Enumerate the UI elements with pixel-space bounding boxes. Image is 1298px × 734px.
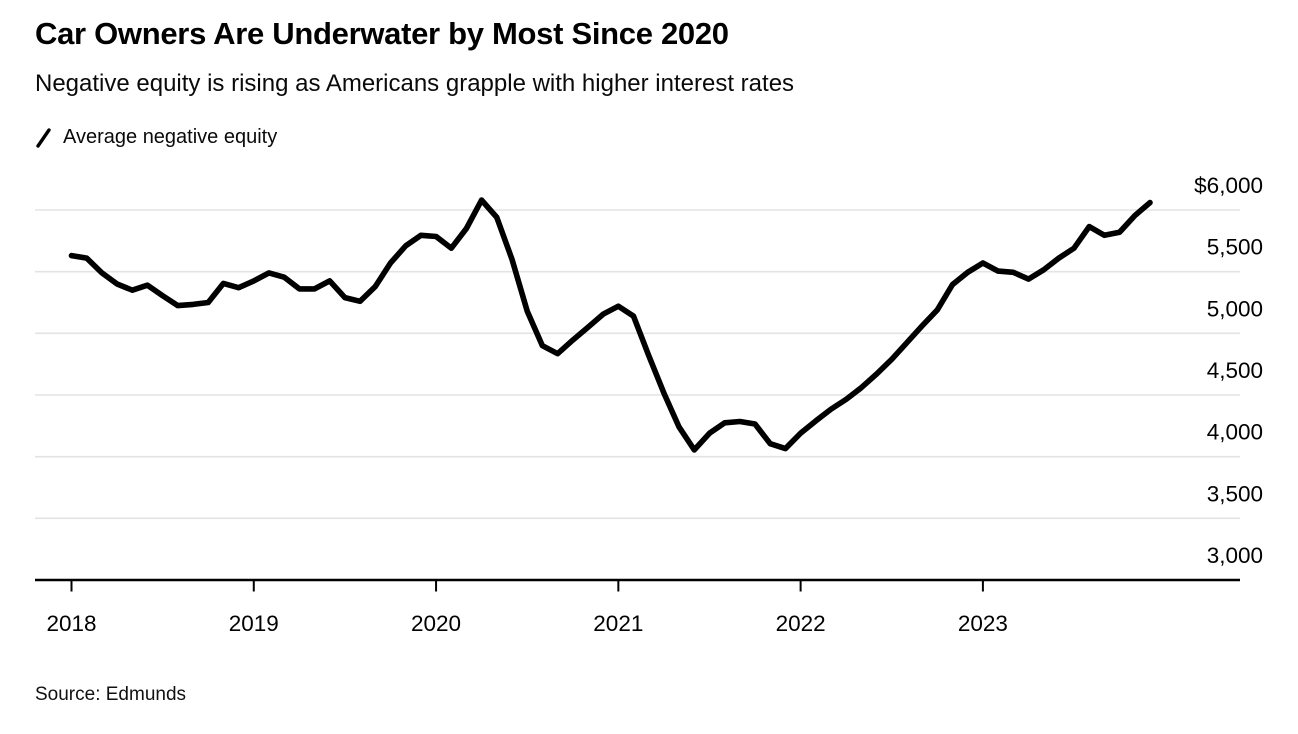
legend: Average negative equity	[35, 126, 277, 149]
x-axis-label: 2021	[593, 611, 643, 636]
x-axis-label: 2019	[229, 611, 279, 636]
x-axis-label: 2022	[776, 611, 826, 636]
y-axis-label: 3,500	[1207, 481, 1263, 506]
chart-subtitle: Negative equity is rising as Americans g…	[35, 70, 795, 97]
y-axis-label: 5,000	[1207, 296, 1263, 321]
x-axis-label: 2018	[46, 611, 96, 636]
source-text: Source: Edmunds	[35, 684, 187, 705]
y-axis-label: $6,000	[1194, 173, 1263, 198]
x-axis-label: 2023	[958, 611, 1008, 636]
diagonal-line-icon	[35, 127, 53, 149]
chart-title: Car Owners Are Underwater by Most Since …	[35, 16, 729, 51]
x-axis-label: 2020	[411, 611, 461, 636]
y-axis-label: 4,500	[1207, 358, 1263, 383]
y-axis-label: 4,000	[1207, 420, 1263, 445]
y-axis-label: 3,000	[1207, 543, 1263, 568]
y-axis-label: 5,500	[1207, 235, 1263, 260]
legend-label: Average negative equity	[63, 126, 278, 148]
series-average-negative-equity	[68, 197, 1153, 453]
